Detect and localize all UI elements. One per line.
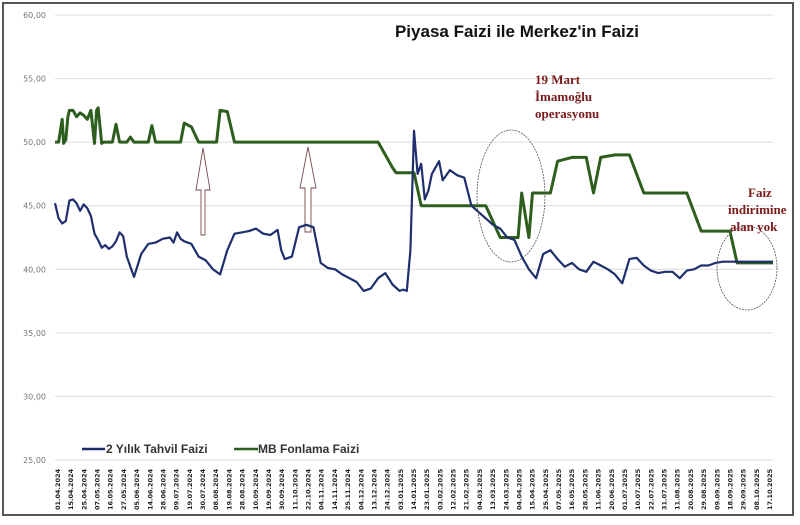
x-tick-label: 13.12.2024 <box>370 468 378 510</box>
x-tick-label: 04.03.2025 <box>476 468 484 510</box>
legend-label-tahvil: 2 Yılık Tahvil Faizi <box>106 442 208 456</box>
x-tick-label: 20.08.2025 <box>687 468 695 510</box>
x-tick-label: 21.02.2025 <box>463 468 471 510</box>
x-tick-label: 04.11.2024 <box>318 468 326 510</box>
x-tick-label: 03.02.2025 <box>436 468 444 510</box>
x-tick-label: 22.10.2024 <box>305 468 313 510</box>
gridlines <box>55 14 773 461</box>
legend-label-mb: MB Fonlama Faizi <box>258 442 359 456</box>
chart-frame <box>2 2 794 516</box>
x-tick-label: 27.05.2024 <box>120 468 128 510</box>
x-tick-label: 25.04.2024 <box>80 468 88 510</box>
chart-title: Piyasa Faizi ile Merkez'in Faizi <box>395 22 639 41</box>
x-tick-label: 08.08.2024 <box>212 468 220 510</box>
x-axis-ticks: 01.04.2024 15.04.2024 25.04.2024 07.05.2024… <box>54 468 774 510</box>
y-tick-label: 60,00 <box>23 11 46 20</box>
x-tick-label: 14.06.2024 <box>146 468 154 510</box>
x-tick-label: 07.05.2025 <box>555 468 563 510</box>
x-tick-label: 30.09.2024 <box>278 468 286 510</box>
x-tick-label: 13.03.2025 <box>489 468 497 510</box>
x-tick-label: 28.06.2024 <box>159 468 167 510</box>
x-tick-label: 10.09.2024 <box>252 468 260 510</box>
y-tick-label: 55,00 <box>23 75 46 84</box>
x-tick-label: 03.01.2025 <box>397 468 405 510</box>
annotation-faiz-line1: Faiz <box>748 185 772 200</box>
x-tick-label: 04.12.2024 <box>357 468 365 510</box>
y-tick-label: 50,00 <box>23 138 46 147</box>
x-tick-label: 10.07.2025 <box>634 468 642 510</box>
y-tick-label: 40,00 <box>23 265 46 274</box>
x-tick-label: 09.07.2024 <box>173 468 181 510</box>
x-tick-label: 08.10.2025 <box>753 468 761 510</box>
x-tick-label: 28.05.2025 <box>581 468 589 510</box>
annotation-faiz-line3: alan yok <box>730 219 778 234</box>
x-tick-label: 09.09.2025 <box>713 468 721 510</box>
x-tick-label: 25.11.2024 <box>344 468 352 510</box>
x-tick-label: 18.09.2025 <box>726 468 734 510</box>
y-tick-label: 35,00 <box>23 329 46 338</box>
x-tick-label: 29.09.2025 <box>740 468 748 510</box>
series-line-mb-fonlama <box>55 106 773 265</box>
y-tick-label: 45,00 <box>23 202 46 211</box>
x-tick-label: 23.01.2025 <box>423 468 431 510</box>
y-axis-ticks: 60,00 55,00 50,00 45,00 40,00 35,00 30,00 25,00 <box>23 11 46 465</box>
annotation-march-line2: İmamoğlu <box>535 89 592 104</box>
x-tick-label: 31.07.2025 <box>661 468 669 510</box>
x-tick-label: 01.04.2024 <box>54 468 62 510</box>
x-tick-label: 11.06.2025 <box>595 468 603 510</box>
up-arrow-icon <box>299 146 317 233</box>
x-tick-label: 28.08.2024 <box>239 468 247 510</box>
series-line-2-yillik-tahvil <box>53 129 773 292</box>
x-tick-label: 16.05.2025 <box>568 468 576 510</box>
up-arrow-icon <box>195 147 211 236</box>
x-tick-label: 01.07.2025 <box>621 468 629 510</box>
legend: 2 Yılık Tahvil Faizi MB Fonlama Faizi <box>82 442 359 456</box>
y-tick-label: 25,00 <box>23 456 46 465</box>
x-tick-label: 07.05.2024 <box>94 468 102 510</box>
x-tick-label: 12.02.2025 <box>450 468 458 510</box>
x-tick-label: 16.05.2024 <box>107 468 115 510</box>
x-tick-label: 15.04.2025 <box>529 468 537 510</box>
annotation-march-line3: operasyonu <box>535 106 599 121</box>
x-tick-label: 17.10.2025 <box>766 468 774 510</box>
x-tick-label: 24.12.2024 <box>384 468 392 510</box>
x-tick-label: 24.03.2025 <box>502 468 510 510</box>
x-tick-label: 11.10.2024 <box>291 468 299 510</box>
annotation-faiz-line2: indirimine <box>728 202 787 217</box>
annotation-circle-october <box>716 225 778 311</box>
x-tick-label: 14.01.2025 <box>410 468 418 510</box>
x-tick-label: 30.07.2024 <box>199 468 207 510</box>
x-tick-label: 25.04.2025 <box>542 468 550 510</box>
x-tick-label: 19.09.2024 <box>265 468 273 510</box>
annotation-circle-march <box>476 129 546 263</box>
x-tick-label: 19.07.2024 <box>186 468 194 510</box>
x-tick-label: 19.08.2024 <box>225 468 233 510</box>
annotation-march-line1: 19 Mart <box>535 72 581 87</box>
x-tick-label: 29.08.2025 <box>700 468 708 510</box>
x-tick-label: 20.06.2025 <box>608 468 616 510</box>
x-tick-label: 05.06.2024 <box>133 468 141 510</box>
x-tick-label: 04.04.2025 <box>515 468 523 510</box>
x-tick-label: 14.11.2024 <box>331 468 339 510</box>
x-tick-label: 15.04.2024 <box>67 468 75 510</box>
x-tick-label: 22.07.2025 <box>647 468 655 510</box>
y-tick-label: 30,00 <box>23 392 46 401</box>
x-tick-label: 11.08.2025 <box>674 468 682 510</box>
